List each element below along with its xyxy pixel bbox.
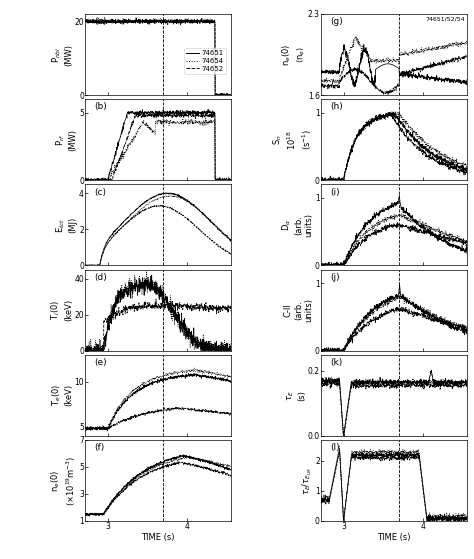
Text: (l): (l)	[330, 443, 339, 452]
Text: (c): (c)	[94, 188, 106, 197]
Y-axis label: T$_i$(0)
(keV): T$_i$(0) (keV)	[50, 299, 73, 321]
Text: (g): (g)	[330, 17, 343, 26]
Text: (b): (b)	[94, 102, 107, 111]
Text: 74651/52/54: 74651/52/54	[426, 16, 465, 21]
Text: (j): (j)	[330, 273, 339, 282]
Legend: 74651, 74654, 74652: 74651, 74654, 74652	[184, 48, 226, 74]
Y-axis label: $\tau_E$
(s): $\tau_E$ (s)	[285, 390, 306, 401]
Text: (i): (i)	[330, 188, 339, 197]
Y-axis label: S$_n$
10$^{18}$
(s$^{-1}$): S$_n$ 10$^{18}$ (s$^{-1}$)	[271, 129, 314, 150]
Text: (h): (h)	[330, 102, 343, 111]
Y-axis label: $\tau_E$/$\tau_{E_{LM}}$: $\tau_E$/$\tau_{E_{LM}}$	[300, 466, 314, 495]
Text: (k): (k)	[330, 358, 342, 367]
Text: (e): (e)	[94, 358, 107, 367]
Y-axis label: P$_{nbi}$
(MW): P$_{nbi}$ (MW)	[50, 44, 73, 65]
Y-axis label: n$_e$(0)
$\langle$n$_e$$\rangle$: n$_e$(0) $\langle$n$_e$$\rangle$	[280, 44, 307, 66]
X-axis label: TIME (s): TIME (s)	[141, 533, 175, 542]
Y-axis label: E$_{tct}$
(MJ): E$_{tct}$ (MJ)	[55, 217, 78, 233]
Text: (f): (f)	[94, 443, 104, 452]
X-axis label: TIME (s): TIME (s)	[377, 533, 411, 542]
Y-axis label: C-II
(arb.
units): C-II (arb. units)	[284, 298, 314, 322]
Y-axis label: P$_{rf}$
(MW): P$_{rf}$ (MW)	[55, 129, 78, 151]
Y-axis label: T$_e$(0)
(keV): T$_e$(0) (keV)	[50, 384, 73, 406]
Text: (a): (a)	[94, 17, 107, 26]
Y-axis label: D$_\alpha$
(arb.
units): D$_\alpha$ (arb. units)	[280, 213, 314, 237]
Text: (d): (d)	[94, 273, 107, 282]
Y-axis label: n$_e$(0)
($\times$10$^{19}$m$^{-3}$): n$_e$(0) ($\times$10$^{19}$m$^{-3}$)	[50, 455, 78, 506]
